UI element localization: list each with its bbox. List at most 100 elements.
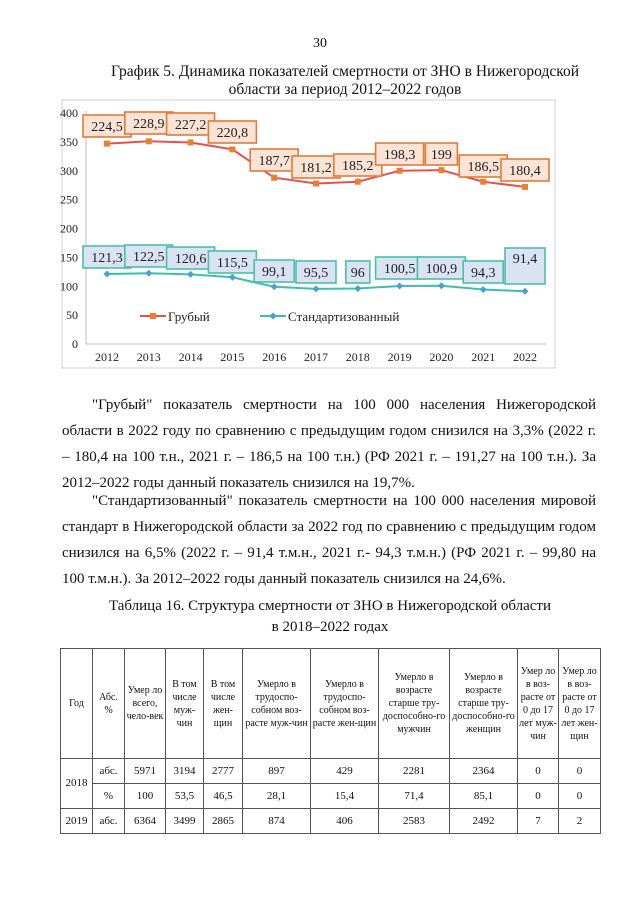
y-tick-label: 200 bbox=[60, 222, 78, 236]
legend-label: Стандартизованный bbox=[288, 309, 399, 324]
data-label: 121,3 bbox=[91, 251, 123, 266]
value-cell: 7 bbox=[517, 808, 559, 834]
x-tick-label: 2013 bbox=[137, 350, 161, 364]
value-cell: 5971 bbox=[124, 758, 166, 784]
data-label: 99,1 bbox=[262, 265, 287, 280]
x-tick-label: 2018 bbox=[346, 350, 370, 364]
data-label-box bbox=[424, 142, 459, 166]
type-cell: абс. bbox=[92, 808, 125, 834]
data-label-box bbox=[504, 247, 546, 285]
y-tick-label: 400 bbox=[60, 106, 78, 120]
y-tick-label: 50 bbox=[66, 308, 78, 322]
data-label: 186,5 bbox=[467, 160, 499, 175]
data-label: 96 bbox=[351, 266, 365, 281]
data-point bbox=[145, 269, 153, 277]
data-label-box bbox=[374, 142, 425, 166]
column-header: Умерло в трудоспо-собном воз-расте муж-ч… bbox=[242, 648, 311, 759]
data-label: 181,2 bbox=[300, 161, 332, 176]
value-cell: 3499 bbox=[165, 808, 204, 834]
data-point bbox=[396, 167, 403, 174]
table-header-row: Год Абс. % Умер ло всего, чело-век В том чи… bbox=[60, 648, 601, 759]
data-label: 198,3 bbox=[384, 148, 416, 163]
data-point bbox=[103, 270, 111, 278]
data-point bbox=[437, 282, 445, 290]
data-label: 115,5 bbox=[217, 256, 248, 271]
column-header: Умер ло всего, чело-век bbox=[124, 648, 166, 759]
column-header: Умер ло в воз-расте от 0 до 17 лет муж-ч… bbox=[517, 648, 559, 759]
page-number: 30 bbox=[313, 36, 327, 51]
value-cell: 28,1 bbox=[242, 783, 311, 809]
data-label: 120,6 bbox=[175, 252, 207, 267]
data-label: 100,5 bbox=[384, 262, 416, 277]
data-label: 224,5 bbox=[91, 120, 123, 135]
value-cell: 53,5 bbox=[165, 783, 204, 809]
x-tick-label: 2014 bbox=[179, 350, 203, 364]
chart-frame bbox=[61, 99, 556, 369]
data-point bbox=[104, 140, 110, 147]
paragraph-standardized-rate: "Стандартизованный" показатель смертност… bbox=[62, 493, 596, 587]
year-cell: 2019 bbox=[60, 808, 93, 834]
legend-marker bbox=[269, 312, 277, 320]
data-label: 91,4 bbox=[513, 252, 538, 267]
value-cell: 46,5 bbox=[203, 783, 243, 809]
table-title-line2: в 2018–2022 годах bbox=[271, 619, 389, 635]
value-cell: 429 bbox=[310, 758, 379, 784]
data-label-box bbox=[295, 260, 337, 284]
data-point bbox=[354, 178, 361, 185]
value-cell: 0 bbox=[558, 758, 601, 784]
data-label-box bbox=[500, 158, 550, 182]
data-point bbox=[228, 273, 236, 281]
y-tick-label: 250 bbox=[60, 193, 78, 207]
value-cell: 0 bbox=[517, 758, 559, 784]
line-chart: 0 50 100 150 200 250 300 350 400 2012 2013 2014 2015… bbox=[60, 99, 556, 369]
column-header: Умерло в возрасте старше тру-доспособно-… bbox=[378, 648, 450, 759]
data-point bbox=[187, 270, 195, 278]
column-header: Абс. % bbox=[92, 648, 125, 759]
data-point bbox=[522, 183, 528, 190]
x-tick-label: 2012 bbox=[95, 350, 119, 364]
data-label: 187,7 bbox=[258, 154, 290, 169]
data-label-box bbox=[462, 260, 505, 284]
legend-marker bbox=[150, 313, 156, 319]
data-label: 122,5 bbox=[133, 250, 165, 265]
value-cell: 2865 bbox=[203, 808, 243, 834]
x-tick-label: 2016 bbox=[262, 350, 286, 364]
data-label: 227,2 bbox=[175, 118, 207, 133]
data-point bbox=[270, 283, 278, 291]
data-point bbox=[354, 285, 362, 293]
data-label: 95,5 bbox=[304, 266, 329, 281]
column-header: В том числе муж-чин bbox=[165, 648, 204, 759]
data-label: 220,8 bbox=[217, 126, 249, 141]
data-point bbox=[438, 167, 445, 174]
column-header: В том числе жен-щин bbox=[203, 648, 243, 759]
value-cell: 3194 bbox=[165, 758, 204, 784]
paragraph-crude-rate: "Грубый" показатель смертности на 100 00… bbox=[62, 397, 596, 491]
table-title: Таблица 16. Структура смертности от ЗНО … bbox=[60, 596, 600, 638]
legend-label: Грубый bbox=[168, 309, 210, 324]
data-point bbox=[229, 146, 236, 153]
value-cell: 874 bbox=[242, 808, 311, 834]
data-point bbox=[312, 285, 320, 293]
x-tick-label: 2020 bbox=[429, 350, 453, 364]
data-point bbox=[187, 139, 194, 146]
type-cell: % bbox=[92, 783, 125, 809]
data-label: 185,2 bbox=[342, 159, 374, 174]
data-point bbox=[521, 287, 529, 295]
x-tick-label: 2021 bbox=[471, 350, 495, 364]
x-tick-label: 2017 bbox=[304, 350, 328, 364]
data-label: 199 bbox=[431, 148, 452, 163]
y-tick-label: 350 bbox=[60, 135, 78, 149]
data-label: 228,9 bbox=[133, 117, 165, 132]
data-point bbox=[480, 178, 487, 185]
column-header: Умерло в возрасте старше тру-доспособно-… bbox=[449, 648, 518, 759]
value-cell: 2583 bbox=[378, 808, 450, 834]
table-title-line1: Таблица 16. Структура смертности от ЗНО … bbox=[108, 598, 552, 614]
x-tick-label: 2019 bbox=[388, 350, 412, 364]
y-tick-label: 0 bbox=[72, 337, 78, 351]
y-tick-label: 300 bbox=[60, 164, 78, 178]
value-cell: 100 bbox=[124, 783, 166, 809]
data-label: 94,3 bbox=[471, 266, 496, 281]
value-cell: 15,4 bbox=[310, 783, 379, 809]
value-cell: 0 bbox=[558, 783, 601, 809]
data-label-box bbox=[207, 120, 258, 144]
